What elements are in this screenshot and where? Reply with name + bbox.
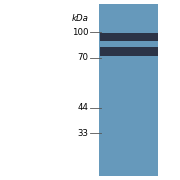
Bar	[100, 47, 158, 56]
Text: 44: 44	[77, 103, 88, 112]
Bar	[100, 33, 158, 41]
Text: 70: 70	[77, 53, 88, 62]
Bar	[99, 4, 158, 176]
Text: 100: 100	[72, 28, 88, 37]
Text: kDa: kDa	[71, 14, 88, 23]
Text: 33: 33	[77, 129, 88, 138]
